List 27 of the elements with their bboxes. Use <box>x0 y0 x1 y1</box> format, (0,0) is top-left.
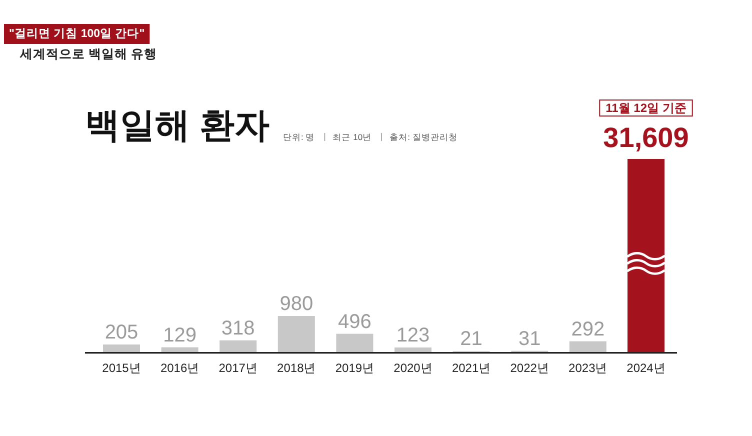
x-tick-label: 2021년 <box>452 361 491 375</box>
data-label: 496 <box>338 310 372 333</box>
title: 백일해 환자 <box>85 106 270 145</box>
x-tick-label: 2017년 <box>218 361 258 375</box>
subtitle: 단위: 명 <box>283 132 315 142</box>
x-tick-label: 2016년 <box>160 361 200 375</box>
x-tick-label: 2022년 <box>510 361 549 375</box>
x-tick-label: 2024년 <box>626 361 666 375</box>
data-label: 31,609 <box>603 122 689 153</box>
data-label: 129 <box>163 324 196 346</box>
x-tick-label: 2023년 <box>568 361 608 375</box>
data-label: 21 <box>460 328 482 350</box>
caption: 세계적으로 백일해 유행 <box>20 47 157 61</box>
data-label: 123 <box>396 324 430 346</box>
caption-tag: "걸리면 기침 100일 간다" <box>4 24 150 44</box>
subtitle: 최근 10년 <box>332 132 372 142</box>
data-label: 318 <box>221 317 255 340</box>
x-tick-label: 2020년 <box>394 361 432 375</box>
data-label: 980 <box>280 293 314 315</box>
x-tick-label: 2018년 <box>277 361 316 375</box>
x-tick-label: 2015년 <box>102 361 141 375</box>
x-tick-label: 2019년 <box>335 361 374 375</box>
data-label: 292 <box>571 318 605 340</box>
subtitle: 출처: 질병관리청 <box>390 132 458 142</box>
note: 11월 12일 기준 <box>599 100 693 116</box>
data-label: 31 <box>518 328 541 350</box>
data-label: 205 <box>104 321 138 344</box>
